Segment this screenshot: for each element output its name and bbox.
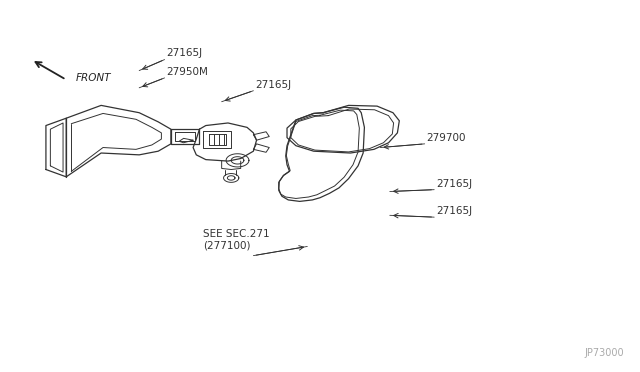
Text: 27165J: 27165J [166, 48, 203, 58]
Text: 27165J: 27165J [255, 80, 291, 90]
Text: 27165J: 27165J [436, 179, 472, 189]
Text: 27165J: 27165J [436, 206, 472, 216]
Text: 27950M: 27950M [166, 67, 209, 77]
Text: FRONT: FRONT [76, 73, 111, 83]
Text: SEE SEC.271
(277100): SEE SEC.271 (277100) [204, 228, 270, 250]
Text: JP73000: JP73000 [585, 348, 625, 358]
Text: 279700: 279700 [427, 133, 466, 143]
